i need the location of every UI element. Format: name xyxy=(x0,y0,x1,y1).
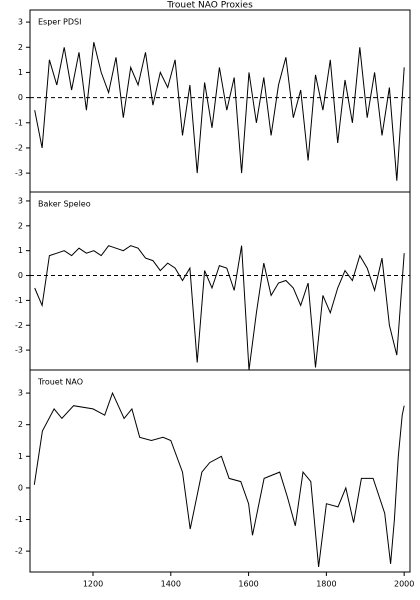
chart-title: Trouet NAO Proxies xyxy=(166,1,253,11)
y-tick-label: -1 xyxy=(15,118,23,127)
y-tick-label: -3 xyxy=(15,169,23,178)
y-tick-label: -3 xyxy=(15,346,23,355)
y-tick-label: 3 xyxy=(18,196,23,205)
series-line xyxy=(34,42,405,181)
panel-title: Esper PDSI xyxy=(38,18,81,27)
y-tick-label: 1 xyxy=(18,246,23,255)
y-tick-label: -1 xyxy=(15,515,23,524)
y-tick-label: 3 xyxy=(18,389,23,398)
panel-title: Trouet NAO xyxy=(37,378,83,387)
y-tick-label: 0 xyxy=(18,483,23,492)
y-tick-label: 3 xyxy=(18,18,23,27)
series-line xyxy=(33,391,405,567)
y-tick-label: -1 xyxy=(15,296,23,305)
x-tick-label: 1400 xyxy=(161,580,181,589)
y-tick-label: -2 xyxy=(15,547,23,556)
y-tick-label: 0 xyxy=(18,93,23,102)
series-line xyxy=(34,245,405,371)
y-tick-label: 0 xyxy=(18,271,23,280)
y-tick-label: 1 xyxy=(18,68,23,77)
y-tick-label: -2 xyxy=(15,143,23,152)
panel-title: Baker Speleo xyxy=(38,200,91,209)
panel-frame xyxy=(29,191,411,371)
y-tick-label: -2 xyxy=(15,321,23,330)
y-tick-label: 2 xyxy=(18,43,23,52)
y-tick-label: 1 xyxy=(18,452,23,461)
x-tick-label: 1800 xyxy=(316,580,336,589)
y-tick-label: 2 xyxy=(18,420,23,429)
x-tick-label: 1600 xyxy=(238,580,258,589)
x-tick-label: 1200 xyxy=(83,580,103,589)
y-tick-label: 2 xyxy=(18,221,23,230)
panel-frame xyxy=(29,369,411,573)
x-tick-label: 2000 xyxy=(394,580,414,589)
